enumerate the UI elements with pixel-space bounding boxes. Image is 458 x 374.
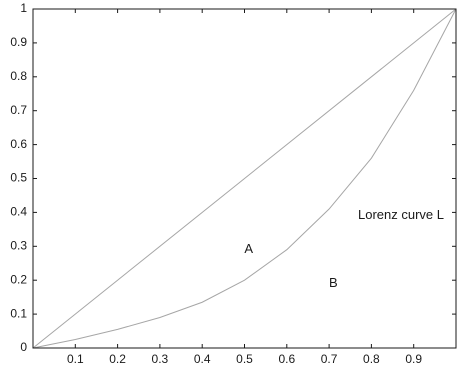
x-tick-label: 0.6 bbox=[278, 352, 295, 366]
x-tick-label: 0.1 bbox=[67, 352, 84, 366]
series-line-1 bbox=[32, 8, 457, 349]
series-layer bbox=[32, 8, 457, 349]
y-tick-label: 0.4 bbox=[10, 205, 27, 219]
annotation-label: Lorenz curve L bbox=[358, 207, 444, 222]
x-tick-label: 0.5 bbox=[236, 352, 253, 366]
y-tick-label: 0.1 bbox=[10, 306, 27, 320]
y-tick-label: 0.8 bbox=[10, 69, 27, 83]
y-tick-label: 0.3 bbox=[10, 238, 27, 252]
y-tick-label: 0 bbox=[20, 340, 27, 354]
y-tick-label: 0.5 bbox=[10, 171, 27, 185]
y-tick-label: 0.2 bbox=[10, 272, 27, 286]
axis-layer: 0.1 0.2 0.3 0.4 0.5 0.6 0.7 0.8 0.9 0 0.1 0.2 0.3 0.4… bbox=[10, 1, 457, 366]
x-tick-label: 0.7 bbox=[321, 352, 338, 366]
x-tick-label: 0.8 bbox=[363, 352, 380, 366]
y-tick-label: 0.6 bbox=[10, 137, 27, 151]
x-tick-label: 0.4 bbox=[194, 352, 211, 366]
series-line-0 bbox=[32, 8, 457, 349]
x-tick-label: 0.2 bbox=[109, 352, 126, 366]
x-tick-label: 0.3 bbox=[152, 352, 169, 366]
annotation-label: B bbox=[329, 275, 338, 290]
y-tick-label: 1 bbox=[20, 1, 27, 15]
y-tick-label: 0.7 bbox=[10, 103, 27, 117]
annotation-label: A bbox=[244, 241, 253, 256]
y-tick-label: 0.9 bbox=[10, 35, 27, 49]
x-tick-label: 0.9 bbox=[405, 352, 422, 366]
annotation-layer: A B Lorenz curve L bbox=[244, 207, 444, 290]
